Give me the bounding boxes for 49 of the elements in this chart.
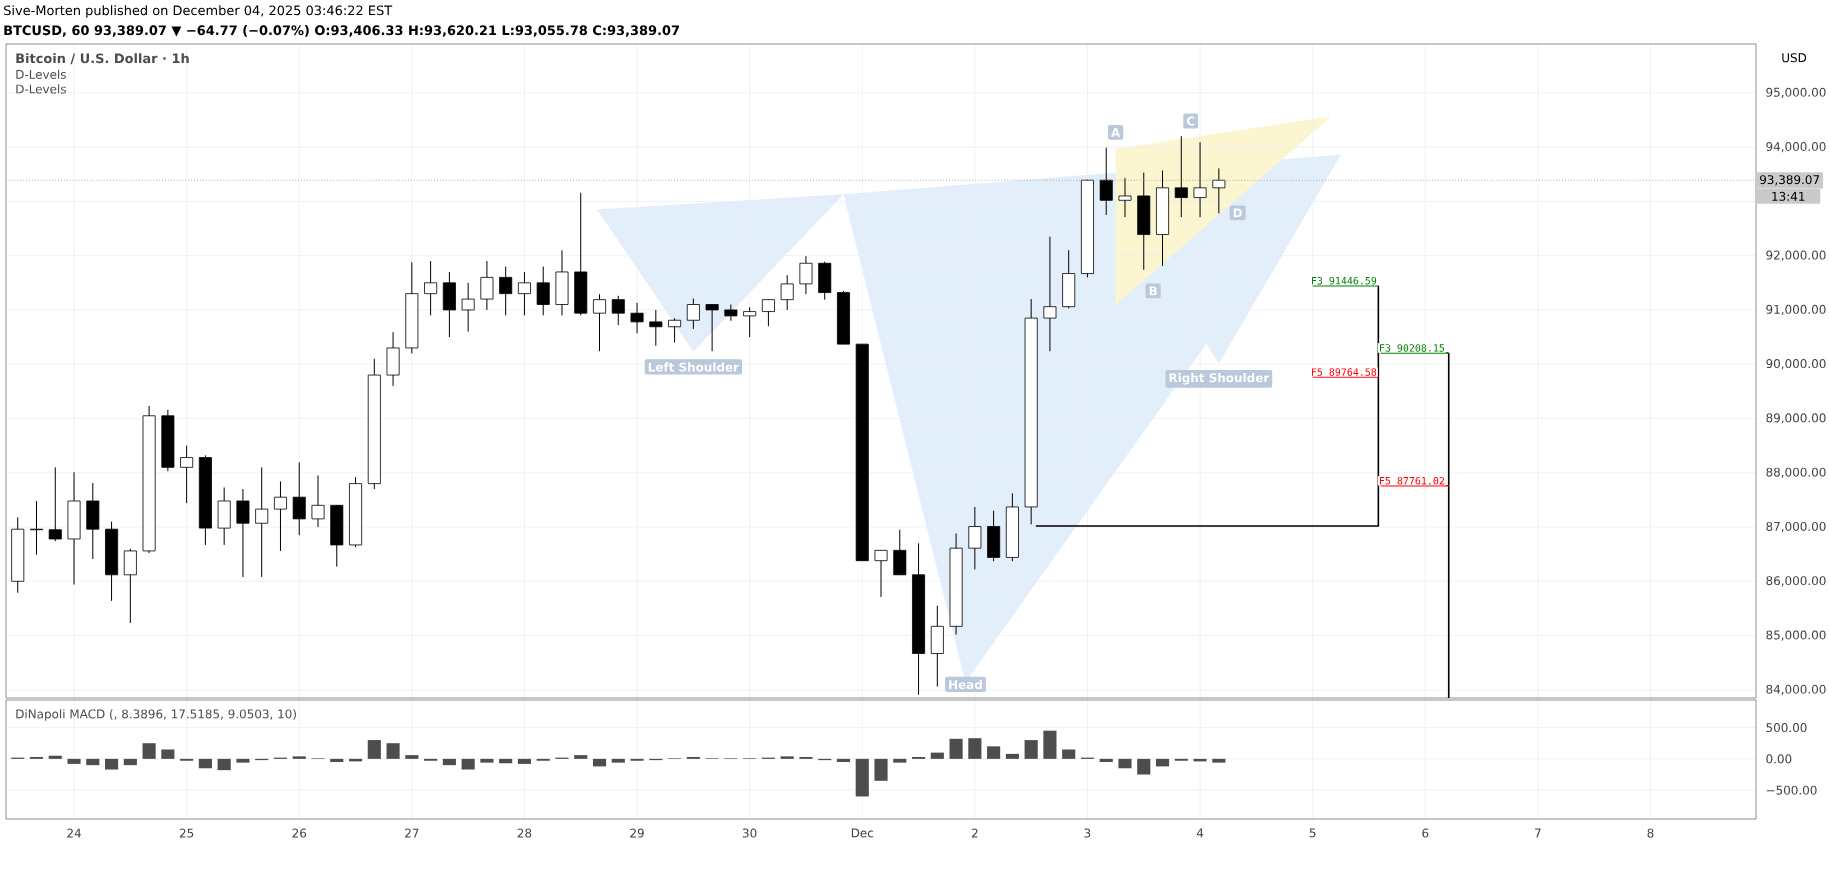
annotation: C [1186, 116, 1195, 126]
y-tick-label: 88,000.00 [1766, 467, 1826, 478]
x-tick-label: 28 [517, 828, 532, 838]
x-tick-label: 6 [1422, 828, 1429, 838]
x-tick-label: 25 [179, 828, 194, 838]
y-tick-label: 87,000.00 [1766, 521, 1826, 533]
series-label: F5 89764.58 [1312, 368, 1377, 376]
y-tick-label: −500.00 [1766, 785, 1817, 795]
x-tick-label: 2 [971, 828, 978, 838]
y-tick-label: 86,000.00 [1766, 576, 1826, 587]
x-tick-label: 4 [1196, 828, 1204, 838]
series-label: F5 87761.02 [1380, 476, 1445, 485]
x-tick-label: 3 [1084, 828, 1091, 838]
ref-line-label: 93,389.07 [1759, 175, 1820, 186]
annotation: Left Shoulder [648, 362, 739, 372]
x-tick-label: 24 [67, 828, 81, 838]
x-tick-label: 26 [292, 828, 307, 838]
y-tick-label: 92,000.00 [1766, 250, 1826, 261]
text: Sive-Morten published on December 04, 2025 03:46:22 EST [4, 5, 393, 18]
y-tick-label: 90,000.00 [1766, 359, 1826, 370]
x-tick-label: 29 [630, 828, 644, 838]
y-tick-label: 500.00 [1766, 723, 1807, 733]
series-label: F3 90208.15 [1380, 344, 1445, 352]
y-tick-label: 95,000.00 [1766, 87, 1826, 98]
y-tick-label: 85,000.00 [1766, 630, 1826, 641]
chart-subtitle: BTCUSD, 60 93,389.07 ▼ −64.77 (−0.07%) O:93,406.33 H:93,620.21 L:93,055.78 C:93,389.07 [4, 25, 679, 37]
annotation: A [1111, 128, 1121, 137]
x-tick-label: 27 [405, 828, 419, 838]
x-tick-label: Dec [851, 828, 874, 838]
x-tick-label: 7 [1535, 828, 1541, 838]
text: 13:41 [1772, 191, 1805, 201]
annotation: D-Levels [16, 84, 66, 94]
y-tick-label: 84,000.00 [1766, 684, 1826, 695]
y-tick-label: 94,000.00 [1766, 141, 1826, 153]
series-label: F3 91446.59 [1312, 276, 1377, 285]
y-tick-label: 0.00 [1766, 754, 1792, 764]
annotation: Right Shoulder [1169, 373, 1270, 385]
text: DiNapoli MACD (, 8.3896, 17.5185, 9.0503, 10) [16, 709, 296, 721]
text: Bitcoin / U.S. Dollar · 1h [16, 53, 189, 65]
annotation: Head [949, 679, 982, 690]
x-tick-label: 30 [742, 828, 757, 838]
annotation: D-Levels [16, 69, 66, 79]
annotation: D [1233, 208, 1242, 218]
y-tick-label: 91,000.00 [1766, 304, 1826, 316]
y-tick-label: 89,000.00 [1766, 413, 1826, 424]
x-tick-label: 8 [1647, 828, 1654, 838]
y-axis-title: USD [1782, 53, 1807, 63]
x-tick-label: 5 [1309, 828, 1316, 838]
annotation: B [1149, 286, 1157, 296]
